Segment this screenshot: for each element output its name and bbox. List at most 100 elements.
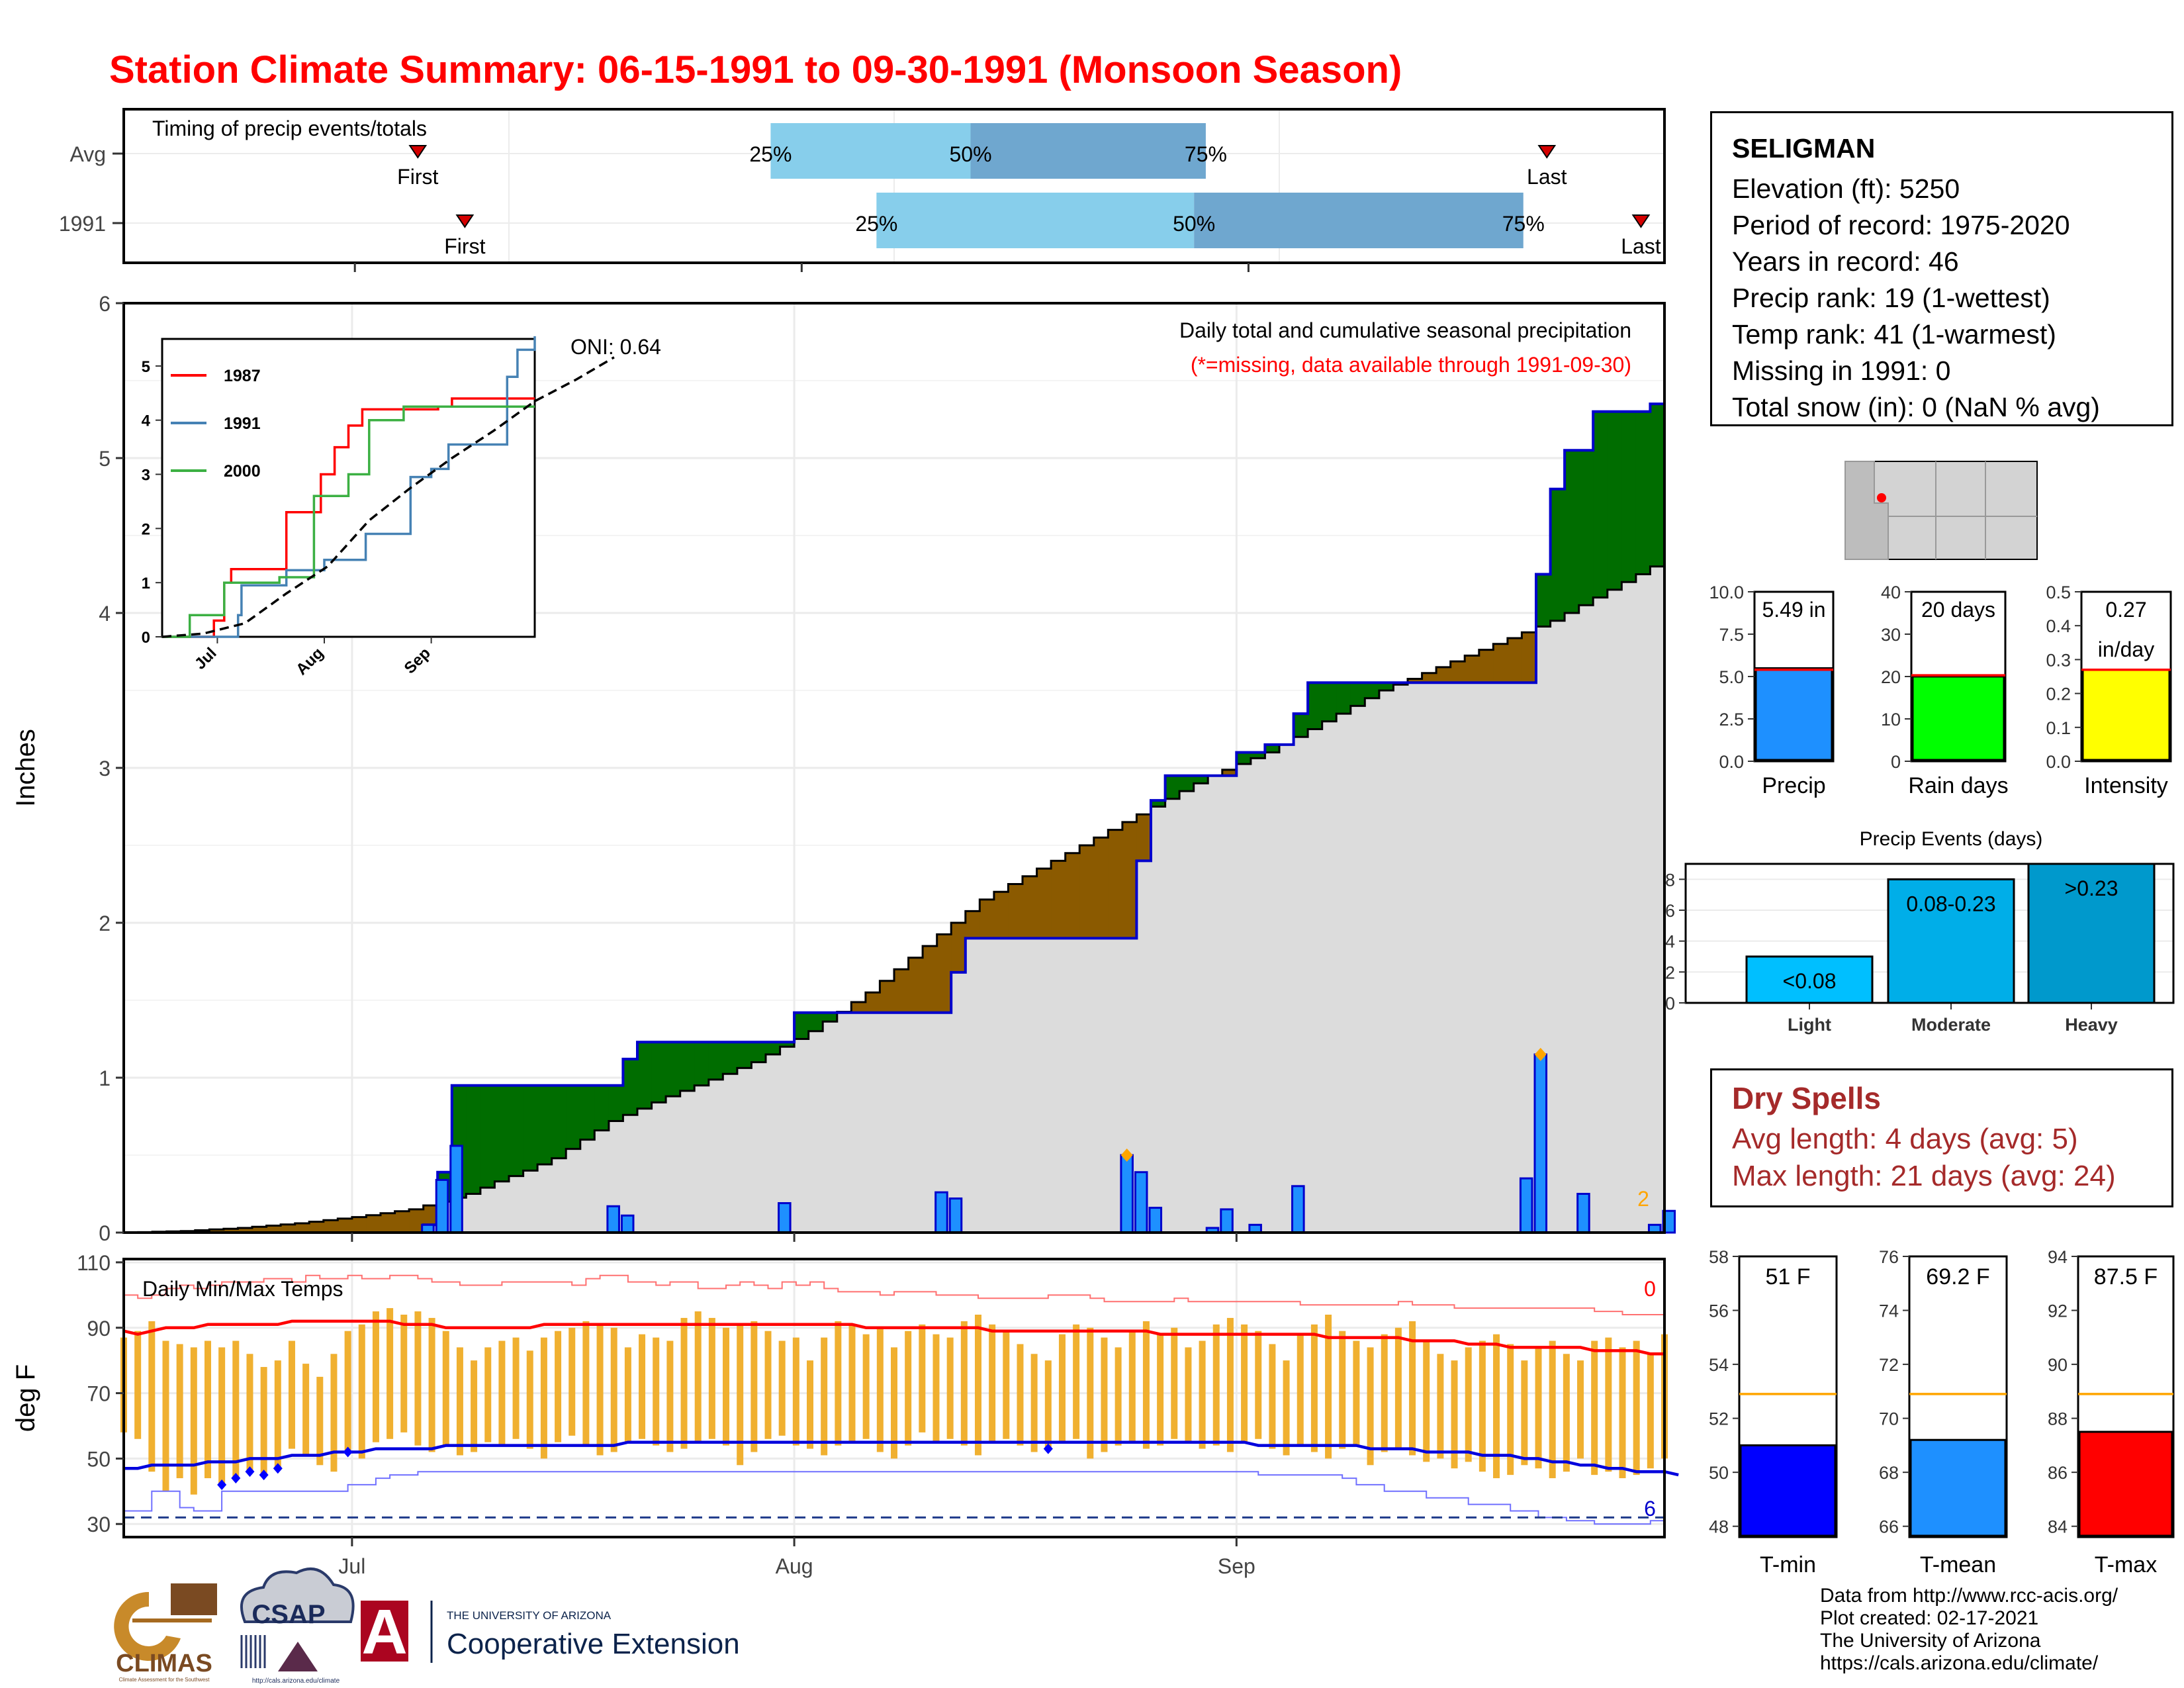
stemps-temp-1-y-tick-label: 70 bbox=[1879, 1409, 1899, 1429]
temp-record-high-count: 0 bbox=[1644, 1277, 1656, 1301]
events-y-tick-label: 2 bbox=[1665, 962, 1675, 982]
cum-diff-fill bbox=[1136, 814, 1152, 861]
temp-range-bar bbox=[484, 1347, 492, 1442]
daily-precip-bar bbox=[1120, 1154, 1134, 1234]
csap-logo-text: CSAP bbox=[251, 1600, 325, 1629]
daily-temps-panel: 30 50 70 90 110 Jul Aug Sep deg F Daily Min/Max T… bbox=[11, 1251, 1679, 1578]
totals-value-label: 0.27 bbox=[2105, 598, 2146, 622]
temp-range-bar bbox=[190, 1347, 197, 1495]
stemps-temp-0-y-tick-label: 50 bbox=[1709, 1463, 1729, 1483]
cum-diff-fill bbox=[766, 1042, 781, 1055]
totals-0-bar bbox=[1754, 667, 1833, 761]
temp-range-bar bbox=[1030, 1354, 1038, 1452]
totals-2-y-tick-label: 0.3 bbox=[2046, 650, 2071, 670]
cum-diff-fill bbox=[637, 1042, 653, 1109]
temp-range-bar bbox=[1381, 1334, 1388, 1452]
temp-range-bar bbox=[610, 1327, 617, 1452]
cum-diff-fill bbox=[1236, 752, 1251, 765]
cum-diff-fill bbox=[281, 1224, 296, 1233]
credits: Data from http://www.rcc-acis.org/ Plot … bbox=[1820, 1585, 2118, 1675]
station-temp-rank: Temp rank: 41 (1-warmest) bbox=[1732, 319, 2056, 350]
timing-pct-25: 25% bbox=[855, 212, 897, 236]
timing-pct-25: 25% bbox=[749, 142, 792, 166]
daily-precip-bar bbox=[435, 1178, 449, 1234]
cum-diff-fill bbox=[1408, 679, 1423, 683]
dry-spells-avg: Avg length: 4 days (avg: 5) bbox=[1732, 1123, 2078, 1155]
inset-legend-label: 2000 bbox=[224, 462, 261, 481]
totals-2-y-tick-label: 0.0 bbox=[2046, 752, 2071, 772]
temp-record-low-marker bbox=[1043, 1443, 1053, 1454]
cum-diff-fill bbox=[1308, 682, 1323, 729]
temp-range-bar bbox=[569, 1327, 576, 1436]
temp-range-bar bbox=[737, 1324, 744, 1466]
stemps-temp-2-y-tick-label: 90 bbox=[2048, 1355, 2068, 1375]
temp-range-bar bbox=[302, 1364, 310, 1456]
cum-diff-fill bbox=[1336, 682, 1351, 714]
climas-logo-subtext: Climate Assessment for the Southwest bbox=[119, 1677, 210, 1683]
climas-logo-block bbox=[171, 1583, 217, 1615]
stemps-temp-2-y-tick-label: 88 bbox=[2048, 1409, 2068, 1429]
cum-diff-fill bbox=[466, 1085, 481, 1194]
cum-diff-fill bbox=[623, 1058, 638, 1115]
temp-range-bar bbox=[1087, 1327, 1094, 1459]
stemps-temp-2-y-tick-label: 92 bbox=[2048, 1301, 2068, 1321]
events-bar bbox=[2027, 863, 2156, 1004]
temp-range-bar bbox=[1157, 1334, 1164, 1446]
stemps-value-label: 69.2 F bbox=[1926, 1264, 1989, 1289]
cum-avg-area bbox=[124, 559, 1664, 1233]
temp-record-low-marker bbox=[245, 1466, 255, 1477]
inset-y-tick-label: 1 bbox=[142, 575, 150, 592]
cum-diff-fill bbox=[780, 1042, 795, 1047]
stemps-category-label: T-max bbox=[2095, 1552, 2157, 1577]
temp-range-bar bbox=[639, 1334, 646, 1439]
stemps-temp-2-y-tick-label: 84 bbox=[2048, 1517, 2068, 1537]
daily-precip-bar bbox=[948, 1197, 963, 1234]
stemps-temp-0-y-tick-label: 58 bbox=[1709, 1247, 1729, 1267]
temp-range-bar bbox=[1507, 1344, 1514, 1476]
cum-diff-fill bbox=[1008, 884, 1023, 939]
temp-range-bar bbox=[1241, 1324, 1248, 1442]
temp-record-low-count: 6 bbox=[1644, 1497, 1656, 1521]
totals-category-label: Precip bbox=[1762, 773, 1825, 798]
timing-pct-50: 50% bbox=[1173, 212, 1215, 236]
temp-range-bar bbox=[1339, 1331, 1346, 1449]
cum-diff-fill bbox=[651, 1042, 666, 1103]
events-bar-label: 0.08-0.23 bbox=[1906, 892, 1995, 915]
events-category-label: Light bbox=[1788, 1015, 1831, 1035]
cum-diff-fill bbox=[1250, 752, 1266, 759]
stemps-temp-2-y-tick-label: 94 bbox=[2048, 1247, 2068, 1267]
temp-range-bar bbox=[764, 1331, 772, 1439]
cum-diff-fill bbox=[1036, 868, 1052, 939]
cum-diff-fill bbox=[666, 1042, 681, 1097]
temp-range-bar bbox=[1633, 1340, 1640, 1476]
temp-y-tick-label: 50 bbox=[87, 1447, 111, 1471]
timing-first-marker bbox=[408, 145, 428, 159]
temp-range-bar bbox=[1269, 1344, 1276, 1449]
temp-range-bar bbox=[330, 1354, 338, 1472]
temp-range-bar bbox=[1101, 1337, 1108, 1452]
temp-range-bar bbox=[1451, 1360, 1458, 1469]
dry-spells-max: Max length: 21 days (avg: 24) bbox=[1732, 1160, 2116, 1192]
cum-diff-fill bbox=[979, 899, 995, 939]
timing-panel: Avg 25% 50% 75% First Last 1991 25% 50% 75% First L… bbox=[59, 108, 1666, 272]
events-y-tick-label: 4 bbox=[1665, 932, 1675, 952]
temp-range-bar bbox=[358, 1324, 365, 1459]
temp-range-bar bbox=[1479, 1340, 1486, 1472]
temp-range-bar bbox=[778, 1340, 786, 1436]
daily-precip-bar bbox=[1576, 1193, 1590, 1234]
temp-range-bar bbox=[1647, 1354, 1654, 1469]
temp-range-bar bbox=[1367, 1347, 1374, 1466]
timing-first-label: First bbox=[444, 234, 485, 258]
totals-value-label-2: in/day bbox=[2098, 637, 2154, 661]
cum-diff-fill bbox=[1293, 714, 1308, 737]
stemps-temp-2-y-tick-label: 86 bbox=[2048, 1463, 2068, 1483]
cum-title: Daily total and cumulative seasonal prec… bbox=[1179, 318, 1631, 342]
totals-1-y-tick-label: 40 bbox=[1881, 583, 1901, 602]
temp-range-bar bbox=[723, 1327, 730, 1446]
temp-range-bar bbox=[624, 1347, 631, 1442]
map-station-marker bbox=[1877, 493, 1886, 502]
cum-diff-fill bbox=[1322, 682, 1337, 722]
cum-diff-fill bbox=[1650, 404, 1665, 567]
temp-record-low-marker bbox=[259, 1470, 269, 1481]
